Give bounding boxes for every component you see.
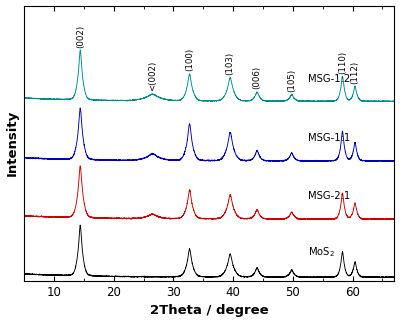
Text: (112): (112) <box>350 61 360 84</box>
Text: MSG-2:1: MSG-2:1 <box>308 191 350 201</box>
Text: (103): (103) <box>226 52 235 75</box>
Text: (105): (105) <box>287 69 296 92</box>
X-axis label: 2Theta / degree: 2Theta / degree <box>150 305 268 318</box>
Text: (100): (100) <box>185 48 194 71</box>
Text: MoS$_2$: MoS$_2$ <box>308 246 335 259</box>
Text: MSG-1:1: MSG-1:1 <box>308 133 350 143</box>
Text: (006): (006) <box>252 66 262 89</box>
Y-axis label: Intensity: Intensity <box>6 110 18 176</box>
Text: (110): (110) <box>338 50 347 74</box>
Text: (002): (002) <box>76 25 85 48</box>
Text: MSG-1:2: MSG-1:2 <box>308 74 350 84</box>
Text: <(002): <(002) <box>148 61 157 91</box>
